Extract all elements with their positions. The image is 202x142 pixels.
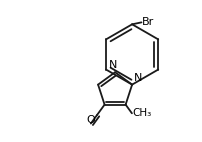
Text: CH₃: CH₃ <box>133 108 152 118</box>
Text: Br: Br <box>142 17 154 27</box>
Text: O: O <box>86 115 95 125</box>
Text: N: N <box>109 60 117 70</box>
Text: N: N <box>134 73 142 83</box>
